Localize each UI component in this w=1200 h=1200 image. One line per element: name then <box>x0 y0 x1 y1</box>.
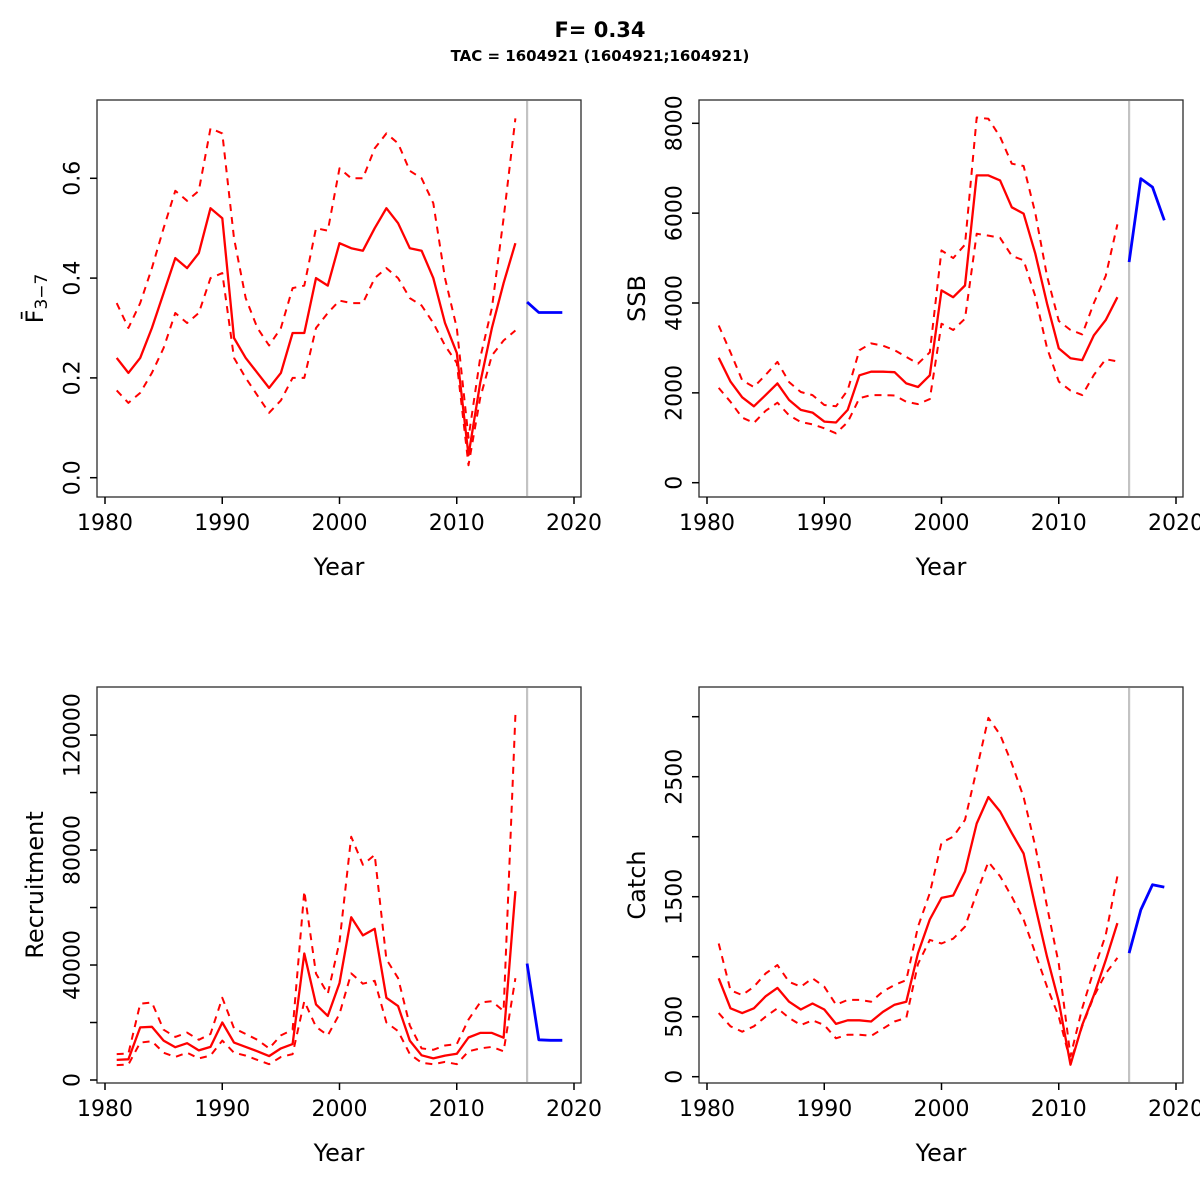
recruitment-x-axis-title: Year <box>313 1139 365 1167</box>
ssb-x-tick-label: 2010 <box>1031 511 1087 536</box>
f-y-axis-title: F̄3−7 <box>20 274 52 324</box>
panel-f: 1980 1990 2000 2010 2020 0.0 0.2 0.4 0.6 Year F̄3−… <box>20 99 602 581</box>
ssb-x-axis-title: Year <box>915 553 967 581</box>
ssb-x-tick-label: 2000 <box>914 511 970 536</box>
f-x-tick-label: 1980 <box>77 511 133 536</box>
panel-ssb: 1980 1990 2000 2010 2020 0 2000 4000 6000 8000 Yea… <box>623 95 1200 581</box>
ssb-y-tick-label: 2000 <box>663 365 688 421</box>
ssb-x-tick-label: 2020 <box>1148 511 1200 536</box>
ssb-y-tick-label: 8000 <box>663 95 688 151</box>
recruitment-y-axis-title: Recruitment <box>21 811 49 958</box>
catch-x-tick-label: 2000 <box>914 1097 970 1122</box>
recruitment-y-tick-label: 80000 <box>61 815 86 885</box>
ssb-y-tick-label: 4000 <box>663 275 688 331</box>
recruitment-y-tick-label: 40000 <box>61 930 86 1000</box>
recruitment-y-tick-label: 120000 <box>61 693 86 777</box>
ssb-upper-ci-line <box>717 116 1119 408</box>
f-median-line <box>115 207 517 457</box>
catch-x-tick-label: 1990 <box>796 1097 852 1122</box>
figure-subtitle: TAC = 1604921 (1604921;1604921) <box>451 47 750 65</box>
catch-y-tick-label: 1500 <box>663 869 688 925</box>
ssb-y-tick-label: 6000 <box>663 185 688 241</box>
f-lower-ci-line <box>115 267 517 467</box>
recruitment-x-tick-label: 1990 <box>194 1097 250 1122</box>
f-forecast-line <box>526 301 563 314</box>
panels-group: 1980 1990 2000 2010 2020 0.0 0.2 0.4 0.6 Year F̄3−… <box>20 95 1200 1167</box>
figure-title: F= 0.34 <box>554 18 645 42</box>
ssb-x-tick-label: 1990 <box>796 511 852 536</box>
f-y-tick-label: 0.2 <box>61 360 86 395</box>
recruitment-median-line <box>116 891 517 1062</box>
f-x-tick-label: 1990 <box>194 511 250 536</box>
f-y-tick-label: 0.6 <box>61 161 86 196</box>
catch-forecast-line <box>1127 883 1165 954</box>
recruitment-x-tick-label: 2010 <box>429 1097 485 1122</box>
catch-y-tick-label: 0 <box>663 1070 688 1084</box>
panel-catch: 1980 1990 2000 2010 2020 0 500 1500 2500 Year Catc… <box>623 686 1200 1167</box>
recruitment-x-tick-label: 2000 <box>312 1097 368 1122</box>
catch-y-tick-label: 2500 <box>663 749 688 805</box>
f-x-tick-label: 2000 <box>312 511 368 536</box>
f-y-tick-label: 0.0 <box>61 460 86 495</box>
catch-x-tick-label: 2010 <box>1031 1097 1087 1122</box>
f-x-tick-label: 2020 <box>546 511 602 536</box>
catch-y-axis-title: Catch <box>623 850 651 919</box>
ssb-lower-ci-line <box>717 232 1118 435</box>
catch-x-tick-label: 1980 <box>679 1097 735 1122</box>
f-x-tick-label: 2010 <box>429 511 485 536</box>
f-y-tick-label: 0.4 <box>61 261 86 296</box>
catch-upper-ci-line <box>717 716 1119 1058</box>
ssb-y-tick-label: 0 <box>663 476 688 490</box>
recruitment-forecast-line <box>525 963 563 1042</box>
catch-y-tick-label: 500 <box>663 996 688 1038</box>
catch-lower-ci-line <box>717 860 1119 1063</box>
f-x-axis-title: Year <box>313 553 365 581</box>
ssb-y-axis-title: SSB <box>623 275 651 322</box>
f-upper-ci-line <box>115 118 517 439</box>
recruitment-upper-ci-line <box>116 714 517 1056</box>
ssb-median-line <box>717 174 1119 424</box>
recruitment-lower-ci-line <box>116 972 517 1067</box>
ssb-forecast-line <box>1127 177 1166 263</box>
catch-x-axis-title: Year <box>915 1139 967 1167</box>
catch-plot-box <box>698 686 1184 1084</box>
recruitment-y-tick-label: 0 <box>61 1073 86 1087</box>
f-plot-box <box>96 99 582 498</box>
catch-median-line <box>717 795 1119 1066</box>
ssb-x-tick-label: 1980 <box>679 511 735 536</box>
recruitment-x-tick-label: 1980 <box>77 1097 133 1122</box>
panel-recruitment: 1980 1990 2000 2010 2020 0 40000 80000 120000 Yea… <box>21 686 602 1167</box>
recruitment-x-tick-label: 2020 <box>546 1097 602 1122</box>
catch-x-tick-label: 2020 <box>1148 1097 1200 1122</box>
